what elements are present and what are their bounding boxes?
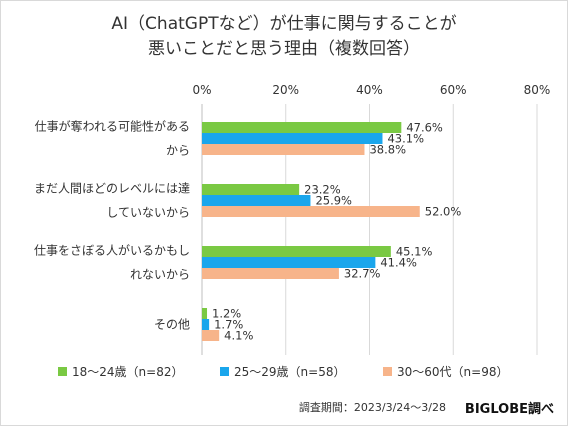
legend-swatch — [220, 367, 229, 376]
x-tick-label: 40% — [356, 83, 383, 97]
bar — [202, 206, 420, 217]
legend-swatch — [58, 367, 67, 376]
data-label: 23.2% — [304, 183, 341, 197]
chart-title: AI（ChatGPTなど）が仕事に関与することが 悪いことだと思う理由（複数回答… — [0, 12, 568, 62]
legend-label: 18～24歳（n=82） — [72, 365, 183, 379]
x-tick-label: 60% — [440, 83, 467, 97]
bar — [202, 308, 208, 319]
bar — [202, 257, 376, 268]
category-label: れないから — [130, 268, 190, 282]
data-label: 4.1% — [224, 329, 253, 343]
data-label: 32.7% — [344, 267, 381, 281]
bar — [202, 268, 339, 279]
bar — [202, 184, 300, 195]
data-label: 1.7% — [214, 318, 243, 332]
bar — [202, 144, 365, 155]
category-label: 仕事が奪われる可能性がある — [35, 119, 190, 134]
data-label: 45.1% — [396, 245, 433, 259]
legend-label: 30～60代（n=98） — [397, 365, 508, 379]
bar — [202, 319, 210, 330]
legend-swatch — [383, 367, 392, 376]
chart-title-line-1: AI（ChatGPTなど）が仕事に関与することが — [111, 14, 457, 34]
chart-title-line-2: 悪いことだと思う理由（複数回答） — [148, 39, 420, 59]
data-label: 1.2% — [212, 307, 241, 321]
bar — [202, 195, 311, 206]
data-label: 41.4% — [380, 256, 417, 270]
category-label: していないから — [106, 206, 190, 220]
data-label: 47.6% — [406, 121, 443, 135]
x-tick-label: 0% — [192, 83, 211, 97]
x-tick-label: 20% — [272, 83, 299, 97]
data-label: 25.9% — [315, 194, 352, 208]
x-tick-label: 80% — [524, 83, 551, 97]
brand-credit: BIGLOBE調べ — [464, 402, 554, 417]
category-label: その他 — [154, 318, 190, 332]
data-label: 43.1% — [387, 132, 424, 146]
category-label: まだ人間ほどのレベルには達 — [34, 182, 190, 196]
category-label: から — [166, 144, 190, 158]
bar — [202, 133, 383, 144]
category-label: 仕事をさぼる人がいるかもし — [34, 243, 190, 258]
bar — [202, 122, 402, 133]
data-label: 52.0% — [425, 205, 462, 219]
bar — [202, 246, 391, 257]
bar — [202, 330, 220, 341]
legend-label: 25～29歳（n=58） — [234, 365, 345, 379]
survey-period: 調査期間：2023/3/24～3/28 — [298, 401, 446, 414]
data-label: 38.8% — [369, 143, 406, 157]
